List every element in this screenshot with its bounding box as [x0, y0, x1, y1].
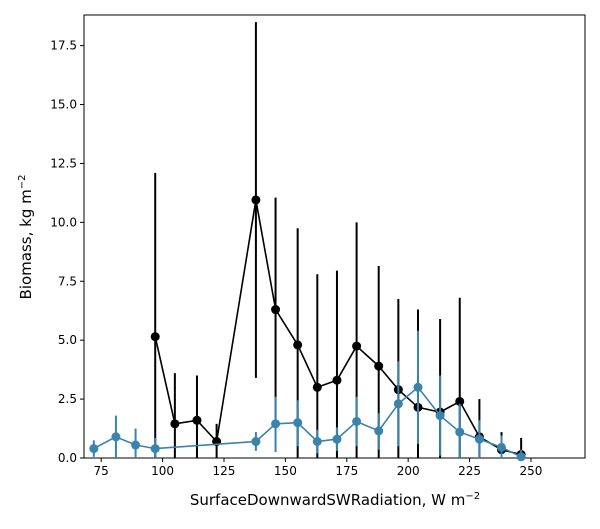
data-point: [332, 434, 342, 444]
y-axis-label: Biomass, kg m−2: [17, 175, 35, 300]
data-point: [435, 411, 445, 421]
series-1: [89, 330, 526, 462]
x-axis-label-text: SurfaceDownwardSWRadiation, W m: [190, 491, 466, 509]
x-axis-label-exponent: −2: [465, 491, 480, 502]
x-tick-label: 150: [274, 464, 297, 478]
data-point: [312, 382, 322, 392]
data-point: [271, 305, 281, 315]
y-axis-ticks: 0.0 2.5 5.0 7.5 10.0 12.5 15.0 17.5: [50, 39, 84, 465]
series-line: [154, 199, 522, 456]
x-tick-label: 175: [335, 464, 358, 478]
data-point: [170, 419, 180, 429]
y-tick-label: 7.5: [58, 274, 77, 288]
y-tick-label: 15.0: [50, 98, 77, 112]
axes-layer: [83, 14, 586, 459]
series-layer: [89, 22, 526, 462]
data-point: [455, 396, 465, 406]
y-tick-label: 12.5: [50, 156, 77, 170]
series-0: [150, 22, 526, 459]
data-point: [352, 341, 362, 351]
y-tick-label: 5.0: [58, 333, 77, 347]
data-point: [111, 432, 121, 442]
data-point: [192, 415, 202, 425]
data-point: [131, 440, 141, 450]
data-point: [393, 399, 403, 409]
data-point: [332, 375, 342, 385]
data-point: [374, 426, 384, 436]
data-point: [251, 195, 261, 205]
x-tick-label: 225: [458, 464, 481, 478]
x-tick-label: 100: [151, 464, 174, 478]
data-point: [89, 444, 99, 454]
data-point: [251, 437, 261, 447]
x-axis-label: SurfaceDownwardSWRadiation, W m−2: [190, 491, 480, 509]
y-tick-label: 17.5: [50, 39, 77, 53]
data-point: [293, 418, 303, 428]
y-tick-label: 0.0: [58, 451, 77, 465]
x-tick-label: 200: [397, 464, 420, 478]
data-point: [150, 332, 160, 342]
data-point: [352, 416, 362, 426]
y-tick-label: 2.5: [58, 392, 77, 406]
data-point: [413, 382, 423, 392]
data-point: [455, 427, 465, 437]
data-point: [293, 340, 303, 350]
y-axis-label-exponent: −2: [17, 175, 28, 190]
x-tick-label: 125: [213, 464, 236, 478]
x-tick-label: 250: [520, 464, 543, 478]
plot-frame: [83, 14, 586, 459]
data-point: [516, 452, 526, 462]
x-tick-label: 75: [94, 464, 109, 478]
data-point: [374, 361, 384, 371]
y-axis-label-text: Biomass, kg m: [17, 189, 35, 299]
data-point: [271, 419, 281, 429]
y-tick-label: 10.0: [50, 215, 77, 229]
data-point: [474, 434, 484, 444]
data-point: [497, 442, 506, 452]
x-axis-ticks: 75 100 125 150 175 200 225 250: [94, 458, 543, 478]
data-point: [150, 444, 160, 454]
data-point: [312, 437, 322, 447]
